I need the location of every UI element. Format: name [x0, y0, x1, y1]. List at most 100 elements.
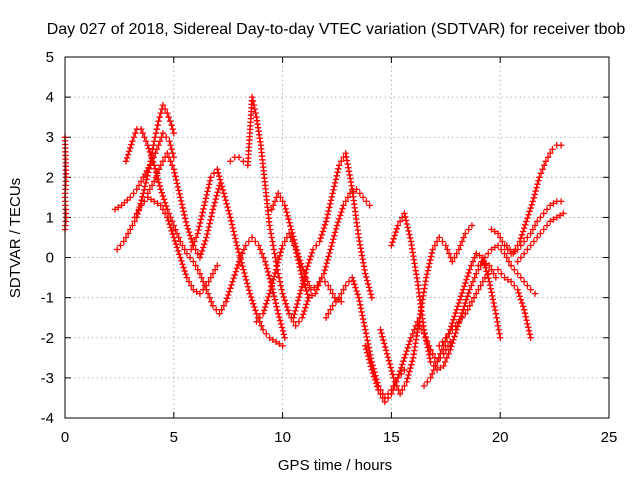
data-point — [375, 386, 382, 394]
data-point — [300, 311, 307, 318]
data-point — [286, 219, 293, 226]
data-point — [309, 246, 317, 253]
data-point — [291, 311, 298, 318]
series-sat_g — [188, 166, 286, 349]
data-point — [540, 210, 547, 217]
data-point — [492, 310, 500, 317]
data-point — [464, 293, 471, 300]
data-point — [424, 378, 431, 386]
data-point — [465, 269, 472, 277]
data-point — [325, 207, 332, 215]
data-point — [152, 174, 160, 181]
data-point — [454, 303, 461, 310]
data-point — [213, 306, 220, 313]
data-point — [111, 206, 119, 213]
data-point — [151, 178, 158, 185]
data-point — [527, 230, 534, 237]
data-point — [322, 218, 330, 225]
data-point — [194, 230, 201, 237]
data-point — [361, 322, 368, 330]
data-point — [154, 170, 161, 177]
data-point — [218, 183, 226, 190]
data-point — [489, 292, 496, 300]
data-point — [436, 234, 443, 241]
data-point — [262, 261, 270, 269]
y-axis-label: SDTVAR / TECUs — [7, 178, 24, 298]
data-point — [365, 356, 373, 363]
data-point — [329, 190, 336, 197]
data-point — [301, 273, 308, 280]
data-point — [198, 212, 206, 220]
data-point — [452, 309, 459, 317]
data-point — [264, 297, 271, 304]
data-point — [142, 179, 149, 187]
data-point — [167, 142, 174, 149]
data-point — [260, 307, 268, 314]
data-point — [242, 273, 249, 280]
data-point — [405, 227, 412, 235]
data-point — [115, 204, 122, 211]
chart-title: Day 027 of 2018, Sidereal Day-to-day VTE… — [47, 21, 626, 38]
data-point — [209, 270, 217, 277]
data-point — [549, 146, 556, 153]
data-point — [188, 282, 195, 289]
data-point — [166, 117, 174, 125]
data-point — [188, 235, 195, 243]
data-point — [314, 282, 321, 289]
data-point — [183, 250, 191, 257]
data-point — [439, 338, 446, 345]
data-point — [272, 254, 279, 261]
data-point — [407, 334, 415, 341]
data-point — [240, 246, 248, 253]
data-point — [409, 358, 416, 365]
data-point — [514, 242, 521, 249]
data-point — [295, 293, 303, 301]
data-point — [196, 270, 204, 277]
data-point — [402, 217, 410, 224]
data-point — [227, 285, 234, 292]
data-point — [517, 296, 525, 303]
data-point — [297, 260, 305, 267]
data-point — [166, 138, 173, 145]
data-point — [181, 246, 188, 253]
data-point — [464, 306, 471, 313]
data-point — [135, 206, 143, 213]
data-point — [321, 266, 329, 274]
data-point — [423, 337, 430, 344]
data-point — [501, 250, 508, 257]
data-point — [362, 326, 369, 333]
data-point — [295, 318, 303, 325]
data-point — [393, 382, 401, 390]
data-point — [429, 350, 436, 358]
data-point — [250, 101, 258, 109]
data-point — [252, 238, 259, 245]
data-point — [168, 162, 176, 169]
data-point — [342, 198, 349, 205]
data-point — [221, 193, 228, 201]
data-point — [305, 294, 312, 301]
data-point — [133, 186, 141, 193]
data-point — [423, 340, 431, 348]
data-point — [215, 172, 223, 180]
data-point — [133, 210, 141, 217]
data-point — [318, 274, 325, 281]
data-point — [445, 250, 453, 257]
data-point — [139, 130, 146, 137]
data-point — [485, 250, 492, 257]
data-point — [429, 370, 436, 378]
data-point — [517, 234, 525, 242]
data-point — [224, 203, 231, 211]
data-point — [204, 227, 212, 234]
data-point — [268, 206, 275, 213]
data-point — [279, 290, 286, 297]
data-point — [518, 231, 526, 239]
y-tick-label: -3 — [41, 370, 54, 387]
data-point — [321, 221, 329, 228]
data-point — [167, 158, 174, 165]
data-point — [127, 226, 134, 233]
data-point — [531, 290, 539, 297]
data-point — [279, 342, 286, 349]
data-point — [380, 336, 387, 344]
data-point — [507, 262, 515, 269]
data-point — [427, 358, 434, 366]
